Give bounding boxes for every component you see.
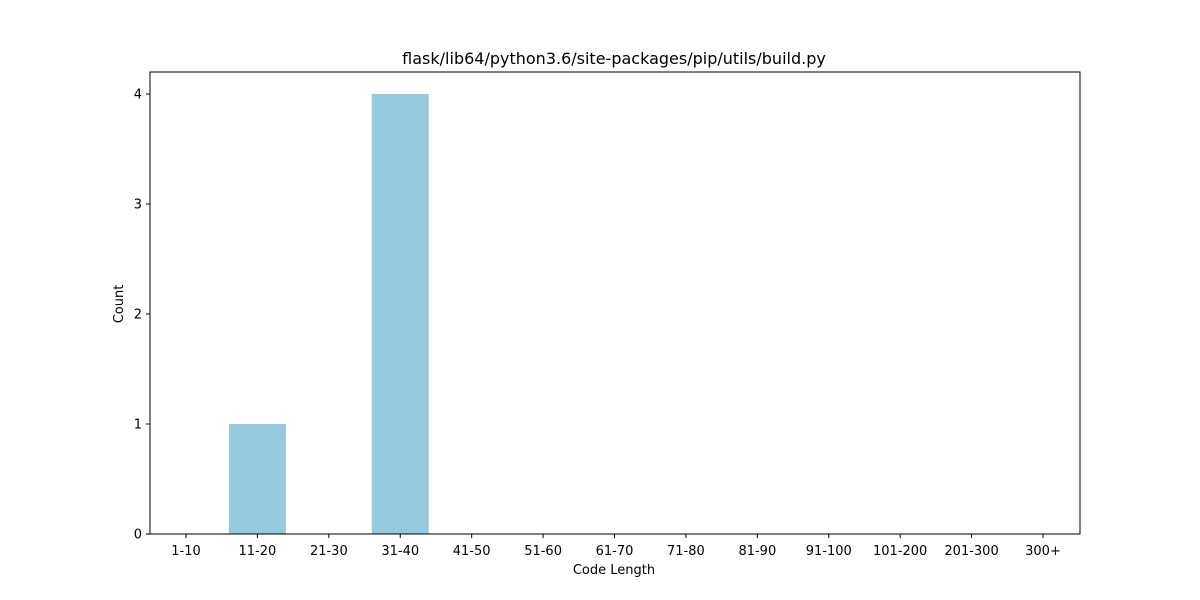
chart-title: flask/lib64/python3.6/site-packages/pip/…	[402, 49, 826, 68]
x-axis-ticks: 1-10 11-20 21-30 31-40 41-50 51-60 61-70 71-80 8…	[171, 534, 1061, 559]
x-tick-label: 1-10	[171, 544, 201, 559]
x-tick-label: 101-200	[873, 544, 927, 559]
x-tick-label: 21-30	[310, 544, 348, 559]
plot-frame	[149, 71, 1081, 535]
y-tick-label: 3	[134, 198, 142, 213]
x-tick-label: 11-20	[239, 544, 277, 559]
y-axis-label: Count	[112, 285, 127, 324]
bars-group	[228, 94, 429, 534]
x-tick-label: 41-50	[453, 544, 491, 559]
y-axis-ticks: 0 1 2 3 4	[134, 88, 150, 543]
x-tick-label: 81-90	[738, 544, 776, 559]
x-tick-label: 300+	[1025, 544, 1061, 559]
bar-31-40	[371, 94, 429, 534]
x-tick-label: 31-40	[381, 544, 419, 559]
x-axis-label: Code Length	[573, 563, 655, 578]
y-tick-label: 1	[134, 418, 142, 433]
y-tick-label: 4	[134, 88, 142, 103]
y-tick-label: 2	[134, 308, 142, 323]
y-tick-label: 0	[134, 528, 142, 543]
x-tick-label: 71-80	[667, 544, 705, 559]
bar-11-20	[228, 424, 286, 534]
x-tick-label: 201-300	[944, 544, 998, 559]
x-tick-label: 91-100	[806, 544, 852, 559]
x-tick-label: 51-60	[524, 544, 562, 559]
x-tick-label: 61-70	[596, 544, 634, 559]
